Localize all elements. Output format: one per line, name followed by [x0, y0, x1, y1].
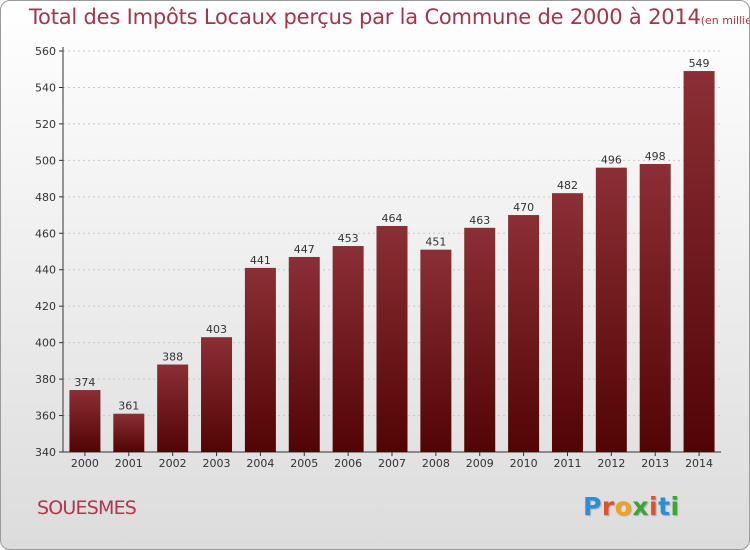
y-tick-label: 440 — [35, 264, 56, 277]
data-label: 463 — [469, 214, 490, 227]
bar — [288, 256, 320, 452]
data-label: 496 — [601, 154, 622, 167]
x-tick-label: 2006 — [334, 457, 362, 470]
bar — [420, 249, 452, 452]
logo-letter: o — [614, 492, 633, 521]
x-tick-labels: 2000 2001 2002 2003 2004 2005 2006 2007 2008 2009… — [71, 457, 713, 470]
y-tick-label: 500 — [35, 154, 56, 167]
bar — [551, 193, 583, 452]
bar — [113, 413, 145, 452]
y-tick-label: 340 — [35, 446, 56, 459]
data-label: 447 — [294, 243, 315, 256]
bar — [332, 246, 364, 452]
x-tick-label: 2004 — [246, 457, 274, 470]
x-tick-label: 2007 — [378, 457, 406, 470]
bar — [683, 71, 715, 453]
x-tick-label: 2011 — [553, 457, 581, 470]
data-label: 374 — [74, 376, 95, 389]
commune-name: SOUESMES — [37, 497, 137, 519]
data-label: 361 — [118, 400, 139, 413]
x-tick-label: 2014 — [685, 457, 713, 470]
y-tick-label: 540 — [35, 81, 56, 94]
chart-title-text: Total des Impôts Locaux perçus par la Co… — [29, 5, 701, 29]
x-tick-label: 2008 — [422, 457, 450, 470]
y-tick-label: 360 — [35, 410, 56, 423]
y-tick-label: 400 — [35, 337, 56, 350]
logo-letter: t — [658, 492, 671, 521]
bar — [69, 390, 101, 452]
bar — [508, 215, 540, 452]
y-tick-label: 480 — [35, 191, 56, 204]
x-tick-label: 2009 — [466, 457, 494, 470]
data-label: 388 — [162, 351, 183, 364]
logo-letter: r — [601, 492, 615, 521]
bar — [201, 337, 233, 452]
logo-letter: i — [649, 492, 659, 521]
x-tick-label: 2003 — [203, 457, 231, 470]
data-label: 453 — [338, 232, 359, 245]
logo-letter: P — [583, 492, 602, 521]
chart-title: Total des Impôts Locaux perçus par la Co… — [29, 5, 749, 29]
y-tick-labels: 340 360 380 400 420 440 460 480 500 520 540 560 — [35, 45, 56, 459]
data-label: 470 — [513, 201, 534, 214]
x-tick-label: 2002 — [159, 457, 187, 470]
x-tick-label: 2005 — [290, 457, 318, 470]
bar — [464, 227, 496, 452]
x-tick-label: 2012 — [597, 457, 625, 470]
bar — [639, 164, 671, 452]
data-label: 441 — [250, 254, 271, 267]
proxiti-logo[interactable]: Proxiti — [583, 492, 680, 521]
bar — [244, 267, 276, 452]
data-label: 464 — [382, 212, 403, 225]
x-tick-label: 2000 — [71, 457, 99, 470]
y-tick-label: 380 — [35, 373, 56, 386]
data-label: 549 — [689, 57, 710, 70]
x-tick-label: 2010 — [510, 457, 538, 470]
data-label: 451 — [425, 236, 446, 249]
logo-letter: x — [632, 492, 649, 521]
data-label: 482 — [557, 179, 578, 192]
data-label: 498 — [645, 150, 666, 163]
data-label: 403 — [206, 323, 227, 336]
bar — [157, 364, 189, 452]
x-tick-label: 2001 — [115, 457, 143, 470]
x-tick-label: 2013 — [641, 457, 669, 470]
bars — [69, 71, 715, 453]
y-tick-label: 520 — [35, 118, 56, 131]
value-labels: 374 361 388 403 441 447 453 464 451 463 470 482 496 4… — [74, 57, 709, 413]
y-tick-label: 460 — [35, 227, 56, 240]
y-tick-label: 560 — [35, 45, 56, 58]
bar — [376, 225, 408, 452]
bar — [595, 167, 627, 452]
logo-letter: i — [670, 492, 680, 521]
unit-label: (en milliers d'€) — [700, 14, 749, 27]
y-tick-label: 420 — [35, 300, 56, 313]
